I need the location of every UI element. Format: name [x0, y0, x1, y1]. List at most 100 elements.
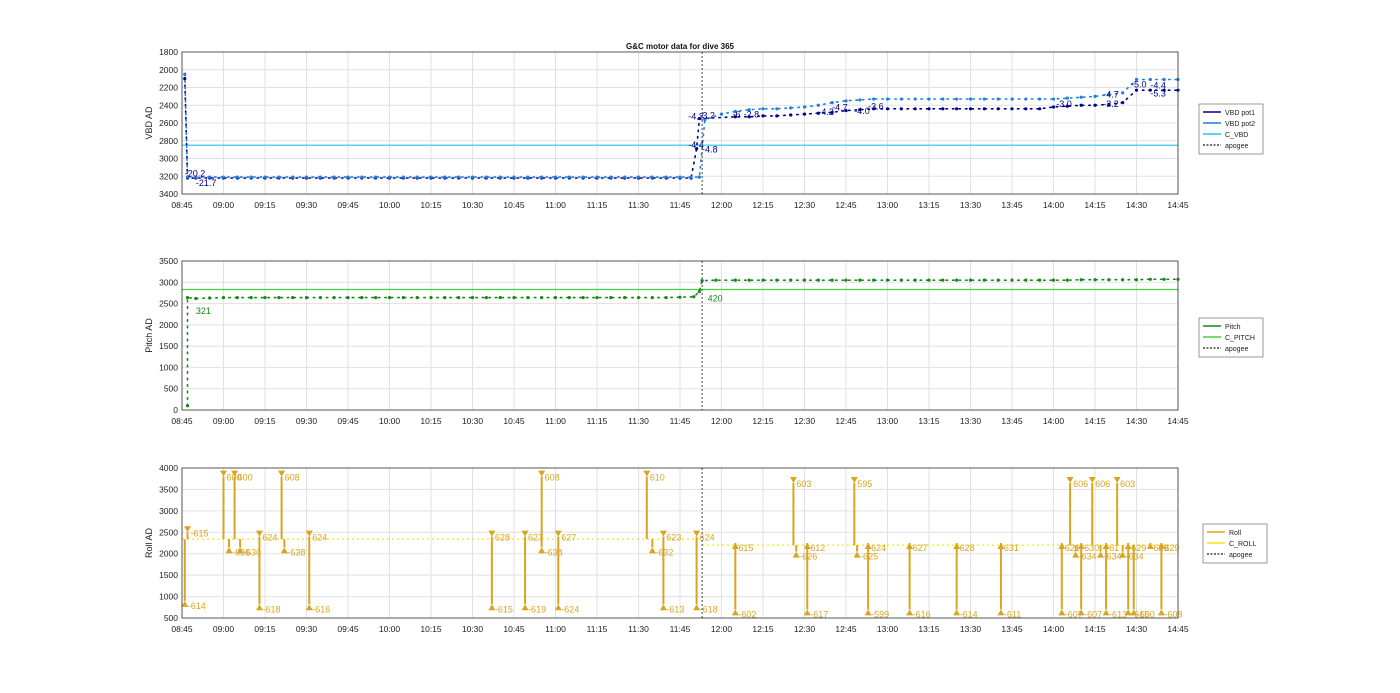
roll-event-arrow — [1072, 551, 1080, 558]
roll-event-arrow — [1157, 609, 1165, 616]
data-point — [360, 175, 364, 179]
legend-entry: apogee — [1225, 346, 1248, 353]
roll-event-label: 612 — [810, 543, 825, 553]
y-axis-label: Pitch AD — [144, 318, 154, 353]
roll-event-arrow — [789, 477, 797, 483]
data-point — [885, 278, 890, 282]
roll-event-label: 61 — [1109, 543, 1119, 553]
data-point — [277, 296, 281, 300]
data-point — [304, 296, 309, 300]
data-point — [955, 107, 959, 111]
data-point — [567, 296, 571, 300]
data-point — [1121, 91, 1125, 95]
x-tick-label: 09:00 — [213, 416, 235, 426]
x-tick-label: 13:15 — [918, 624, 940, 634]
data-point — [1065, 104, 1069, 108]
data-point — [700, 278, 704, 283]
data-point — [498, 296, 502, 300]
data-point — [221, 296, 226, 300]
data-point — [968, 278, 973, 282]
roll-event-label: -630 — [243, 547, 261, 557]
roll-event-arrow — [693, 530, 701, 537]
data-point — [872, 107, 876, 111]
x-tick-label: 09:00 — [213, 200, 235, 210]
data-point — [789, 278, 793, 282]
data-point — [208, 175, 212, 179]
data-point — [1051, 278, 1056, 282]
roll-event-label: -607 — [1065, 609, 1083, 619]
x-tick-label: 14:15 — [1084, 200, 1106, 210]
roll-event-arrow — [521, 530, 529, 537]
data-point — [747, 278, 751, 282]
x-tick-label: 12:00 — [711, 624, 733, 634]
data-point — [1065, 96, 1069, 100]
roll-event-arrow — [792, 551, 800, 558]
x-tick-label: 12:45 — [835, 624, 857, 634]
data-point — [955, 278, 959, 282]
x-tick-label: 13:00 — [877, 624, 899, 634]
roll-event-label: -638 — [287, 547, 305, 557]
data-point — [941, 278, 945, 282]
roll-panel: 08:45 09:00 09:15 09:30 09:45 10:00 10:15 10:30… — [144, 463, 1268, 634]
roll-event-arrow — [1097, 551, 1105, 558]
data-point — [553, 296, 558, 300]
roll-event-label: 628 — [495, 533, 510, 543]
data-point — [968, 97, 973, 101]
data-label: 420 — [708, 293, 723, 303]
data-point — [1093, 94, 1097, 98]
data-point — [540, 175, 544, 179]
roll-event-arrow — [1146, 543, 1154, 549]
x-tick-label: 14:30 — [1126, 416, 1148, 426]
roll-event-label: -614 — [188, 601, 206, 611]
legend-entry: C_VBD — [1225, 132, 1248, 139]
data-point — [664, 296, 668, 300]
roll-event-label: 624 — [700, 533, 715, 543]
data-point — [304, 175, 309, 179]
pitch-panel: 08:45 09:00 09:15 09:30 09:45 10:00 10:15 10:30… — [144, 256, 1264, 426]
data-point — [429, 175, 433, 179]
data-point — [816, 103, 820, 107]
x-tick-label: 10:00 — [379, 624, 401, 634]
roll-event-arrow — [643, 470, 651, 477]
data-point — [221, 175, 226, 179]
data-point — [927, 97, 931, 101]
data-point — [968, 107, 973, 111]
data-point — [1024, 107, 1028, 111]
data-label: -2.8 — [744, 110, 760, 120]
series-line-1 — [186, 278, 1179, 407]
roll-event-label: 606 — [1095, 479, 1110, 489]
data-point — [318, 296, 322, 300]
data-point — [318, 175, 322, 179]
y-tick-label: 2800 — [159, 136, 178, 146]
roll-event-label: 603 — [796, 479, 811, 489]
data-point — [581, 296, 585, 300]
x-tick-label: 11:15 — [587, 624, 608, 634]
data-point — [844, 108, 848, 113]
x-tick-label: 09:45 — [337, 624, 359, 634]
data-point — [885, 107, 890, 111]
data-label: -3.6 — [868, 102, 884, 112]
data-point — [194, 175, 198, 179]
x-tick-label: 14:15 — [1084, 624, 1106, 634]
data-point — [1038, 107, 1042, 111]
roll-event-arrow — [1130, 609, 1138, 616]
roll-event-arrow — [693, 604, 701, 611]
data-point — [1051, 97, 1056, 101]
data-point — [183, 72, 187, 76]
data-point — [996, 278, 1000, 282]
x-tick-label: 12:30 — [794, 200, 816, 210]
roll-event-arrow — [278, 470, 286, 477]
y-tick-label: 2000 — [159, 549, 178, 559]
x-tick-label: 12:15 — [752, 624, 774, 634]
data-point — [360, 296, 364, 300]
data-point — [1148, 88, 1152, 92]
roll-event-arrow — [648, 547, 656, 554]
roll-event-label: 629 — [1164, 543, 1179, 553]
data-point — [291, 175, 295, 179]
roll-event-label: -638 — [545, 547, 563, 557]
x-tick-label: 09:15 — [254, 416, 276, 426]
data-point — [1079, 103, 1083, 107]
y-tick-label: 2000 — [159, 320, 178, 330]
data-point — [553, 175, 558, 179]
